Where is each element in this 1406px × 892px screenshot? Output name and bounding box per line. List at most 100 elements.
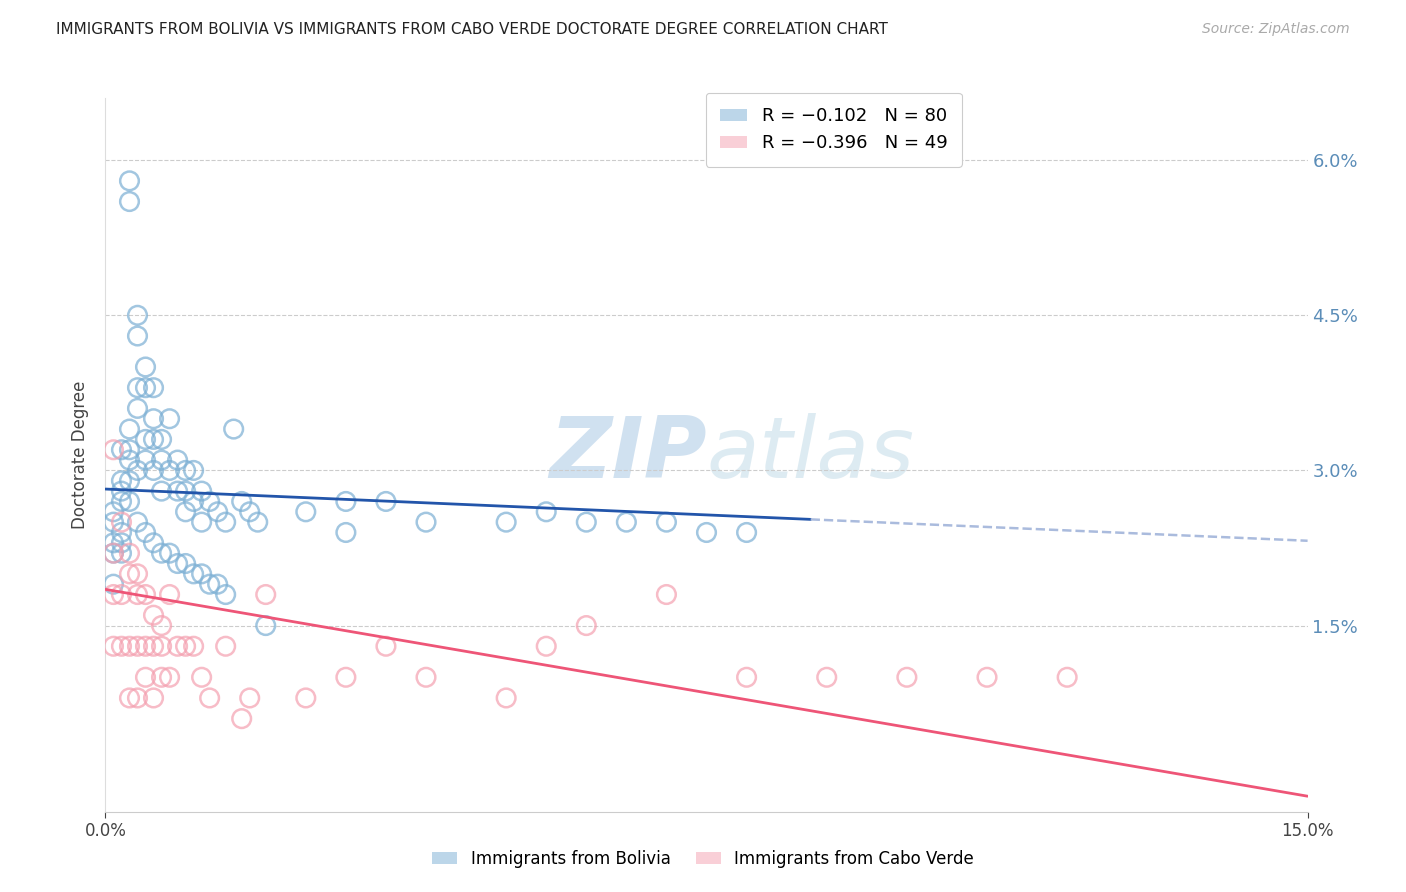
Point (207, 505, 229, 519)
Point (374, 639, 398, 653)
Point (142, 411, 165, 425)
Point (110, 442, 132, 457)
Point (150, 433, 173, 447)
Text: IMMIGRANTS FROM BOLIVIA VS IMMIGRANTS FROM CABO VERDE DOCTORATE DEGREE CORRELATI: IMMIGRANTS FROM BOLIVIA VS IMMIGRANTS FR… (56, 22, 889, 37)
Point (110, 484, 132, 499)
Point (142, 608, 165, 623)
Point (142, 536, 165, 550)
Text: Source: ZipAtlas.com: Source: ZipAtlas.com (1202, 22, 1350, 37)
Point (150, 546, 173, 560)
Point (174, 505, 197, 519)
Point (127, 329, 149, 343)
Point (118, 690, 141, 705)
Point (118, 639, 141, 653)
Point (198, 494, 221, 508)
Point (159, 546, 181, 560)
Point (495, 515, 517, 529)
Point (142, 463, 165, 477)
Point (190, 670, 212, 684)
Point (103, 442, 125, 457)
Point (142, 639, 165, 653)
Point (103, 515, 125, 529)
Point (174, 484, 197, 499)
Point (135, 588, 157, 602)
Point (976, 670, 998, 684)
Point (166, 484, 188, 499)
Point (127, 515, 149, 529)
Point (110, 546, 132, 560)
Point (214, 639, 236, 653)
Point (166, 453, 188, 467)
Point (103, 546, 125, 560)
Point (103, 505, 125, 519)
Point (575, 515, 598, 529)
Point (696, 525, 718, 540)
Point (198, 690, 221, 705)
Point (575, 618, 598, 632)
Text: atlas: atlas (707, 413, 914, 497)
Point (207, 577, 229, 591)
Point (159, 670, 181, 684)
Point (415, 670, 437, 684)
Point (110, 639, 132, 653)
Point (127, 463, 149, 477)
Point (735, 670, 758, 684)
Point (142, 433, 165, 447)
Point (150, 670, 173, 684)
Point (174, 639, 197, 653)
Point (174, 463, 197, 477)
Point (495, 690, 517, 705)
Point (254, 618, 277, 632)
Point (896, 670, 918, 684)
Point (103, 588, 125, 602)
Point (183, 639, 205, 653)
Point (150, 453, 173, 467)
Point (616, 515, 638, 529)
Point (135, 639, 157, 653)
Point (127, 401, 149, 416)
Point (118, 194, 141, 209)
Point (118, 566, 141, 581)
Point (142, 690, 165, 705)
Point (183, 566, 205, 581)
Point (231, 712, 253, 726)
Point (183, 494, 205, 508)
Point (135, 670, 157, 684)
Point (295, 505, 318, 519)
Y-axis label: Doctorate Degree: Doctorate Degree (70, 381, 89, 529)
Point (815, 670, 838, 684)
Point (127, 588, 149, 602)
Point (103, 546, 125, 560)
Point (190, 484, 212, 499)
Point (110, 536, 132, 550)
Point (166, 639, 188, 653)
Point (135, 381, 157, 395)
Point (214, 588, 236, 602)
Point (150, 618, 173, 632)
Legend: R = −0.102   N = 80, R = −0.396   N = 49: R = −0.102 N = 80, R = −0.396 N = 49 (706, 93, 962, 167)
Point (159, 411, 181, 425)
Point (118, 546, 141, 560)
Point (415, 515, 437, 529)
Point (135, 453, 157, 467)
Point (110, 494, 132, 508)
Point (127, 566, 149, 581)
Point (295, 690, 318, 705)
Point (335, 525, 357, 540)
Point (1056, 670, 1078, 684)
Point (198, 577, 221, 591)
Point (335, 670, 357, 684)
Point (231, 494, 253, 508)
Point (655, 588, 678, 602)
Point (118, 494, 141, 508)
Point (159, 588, 181, 602)
Point (127, 690, 149, 705)
Point (135, 525, 157, 540)
Point (110, 474, 132, 488)
Point (166, 557, 188, 571)
Point (254, 588, 277, 602)
Point (239, 505, 262, 519)
Point (246, 515, 269, 529)
Point (222, 422, 245, 436)
Point (118, 442, 141, 457)
